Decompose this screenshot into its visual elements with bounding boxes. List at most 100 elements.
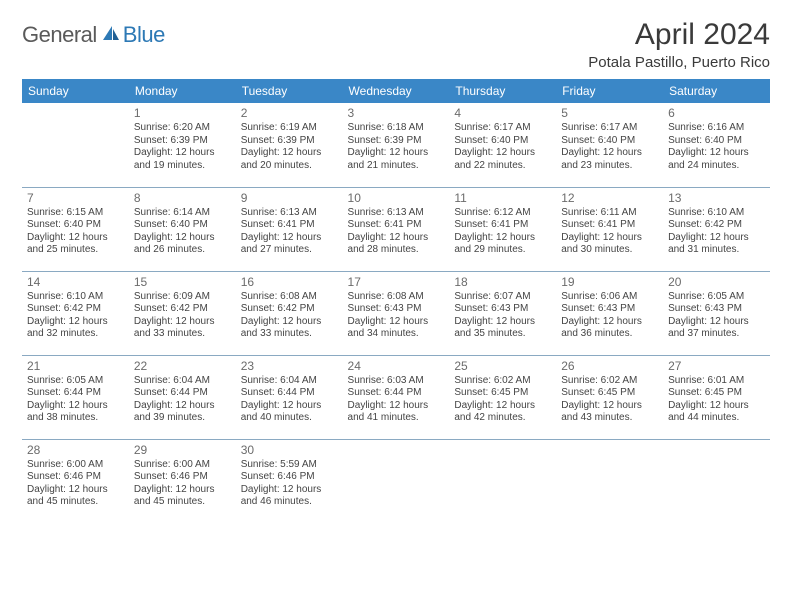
cell-line: Sunset: 6:42 PM [668,219,765,232]
cell-line: Sunset: 6:43 PM [561,303,658,316]
day-header: Monday [129,79,236,103]
cell-line: Daylight: 12 hours [134,316,231,329]
calendar-cell [22,103,129,187]
cell-line: Daylight: 12 hours [668,232,765,245]
cell-line: Sunset: 6:42 PM [241,303,338,316]
cell-line: Sunset: 6:39 PM [241,135,338,148]
calendar-cell [449,439,556,523]
calendar-cell: 6Sunrise: 6:16 AMSunset: 6:40 PMDaylight… [663,103,770,187]
cell-line: Sunset: 6:40 PM [454,135,551,148]
cell-line: and 33 minutes. [241,328,338,341]
cell-line: Sunrise: 6:00 AM [134,459,231,472]
cell-line: Sunrise: 6:08 AM [348,291,445,304]
day-number: 8 [134,191,231,206]
calendar-cell: 4Sunrise: 6:17 AMSunset: 6:40 PMDaylight… [449,103,556,187]
cell-line: Sunrise: 6:20 AM [134,122,231,135]
cell-line: Daylight: 12 hours [241,316,338,329]
cell-line: Sunrise: 6:07 AM [454,291,551,304]
day-number: 9 [241,191,338,206]
cell-line: Sunrise: 6:03 AM [348,375,445,388]
title-block: April 2024 Potala Pastillo, Puerto Rico [588,18,770,71]
calendar-cell: 13Sunrise: 6:10 AMSunset: 6:42 PMDayligh… [663,187,770,271]
calendar-cell: 5Sunrise: 6:17 AMSunset: 6:40 PMDaylight… [556,103,663,187]
cell-line: Sunrise: 5:59 AM [241,459,338,472]
calendar-cell: 16Sunrise: 6:08 AMSunset: 6:42 PMDayligh… [236,271,343,355]
cell-line: Sunset: 6:46 PM [134,471,231,484]
cell-line: and 34 minutes. [348,328,445,341]
cell-line: Sunrise: 6:19 AM [241,122,338,135]
cell-line: and 30 minutes. [561,244,658,257]
calendar-cell: 1Sunrise: 6:20 AMSunset: 6:39 PMDaylight… [129,103,236,187]
cell-line: Daylight: 12 hours [241,147,338,160]
cell-line: and 35 minutes. [454,328,551,341]
day-number: 13 [668,191,765,206]
calendar-week-row: 21Sunrise: 6:05 AMSunset: 6:44 PMDayligh… [22,355,770,439]
day-number: 11 [454,191,551,206]
calendar-cell: 15Sunrise: 6:09 AMSunset: 6:42 PMDayligh… [129,271,236,355]
day-number: 12 [561,191,658,206]
cell-line: and 24 minutes. [668,160,765,173]
day-number: 22 [134,359,231,374]
cell-line: and 27 minutes. [241,244,338,257]
cell-line: Daylight: 12 hours [561,147,658,160]
calendar-cell: 22Sunrise: 6:04 AMSunset: 6:44 PMDayligh… [129,355,236,439]
cell-line: Sunset: 6:39 PM [134,135,231,148]
calendar-cell: 10Sunrise: 6:13 AMSunset: 6:41 PMDayligh… [343,187,450,271]
calendar-cell: 14Sunrise: 6:10 AMSunset: 6:42 PMDayligh… [22,271,129,355]
calendar-cell: 11Sunrise: 6:12 AMSunset: 6:41 PMDayligh… [449,187,556,271]
cell-line: Sunset: 6:46 PM [241,471,338,484]
cell-line: and 31 minutes. [668,244,765,257]
cell-line: Daylight: 12 hours [134,484,231,497]
cell-line: and 36 minutes. [561,328,658,341]
calendar-cell: 30Sunrise: 5:59 AMSunset: 6:46 PMDayligh… [236,439,343,523]
cell-line: and 44 minutes. [668,412,765,425]
cell-line: and 45 minutes. [27,496,124,509]
day-number: 29 [134,443,231,458]
calendar-week-row: 1Sunrise: 6:20 AMSunset: 6:39 PMDaylight… [22,103,770,187]
cell-line: Sunset: 6:43 PM [454,303,551,316]
cell-line: Sunrise: 6:16 AM [668,122,765,135]
calendar-cell: 26Sunrise: 6:02 AMSunset: 6:45 PMDayligh… [556,355,663,439]
header: General Blue April 2024 Potala Pastillo,… [22,18,770,71]
cell-line: Daylight: 12 hours [454,232,551,245]
cell-line: Sunrise: 6:09 AM [134,291,231,304]
day-number: 23 [241,359,338,374]
cell-line: and 45 minutes. [134,496,231,509]
calendar-cell: 7Sunrise: 6:15 AMSunset: 6:40 PMDaylight… [22,187,129,271]
cell-line: Daylight: 12 hours [348,232,445,245]
cell-line: Sunrise: 6:02 AM [561,375,658,388]
day-number: 19 [561,275,658,290]
day-number: 17 [348,275,445,290]
cell-line: Daylight: 12 hours [454,400,551,413]
cell-line: Daylight: 12 hours [348,316,445,329]
day-number: 25 [454,359,551,374]
cell-line: Sunset: 6:39 PM [348,135,445,148]
day-header: Thursday [449,79,556,103]
calendar-cell: 3Sunrise: 6:18 AMSunset: 6:39 PMDaylight… [343,103,450,187]
cell-line: Daylight: 12 hours [27,400,124,413]
day-number: 18 [454,275,551,290]
cell-line: Sunrise: 6:01 AM [668,375,765,388]
day-number: 7 [27,191,124,206]
cell-line: Daylight: 12 hours [561,232,658,245]
cell-line: Daylight: 12 hours [241,400,338,413]
cell-line: and 32 minutes. [27,328,124,341]
day-number: 4 [454,106,551,121]
cell-line: Sunrise: 6:13 AM [348,207,445,220]
calendar-cell: 29Sunrise: 6:00 AMSunset: 6:46 PMDayligh… [129,439,236,523]
cell-line: Daylight: 12 hours [27,316,124,329]
day-number: 27 [668,359,765,374]
day-number: 1 [134,106,231,121]
cell-line: and 40 minutes. [241,412,338,425]
cell-line: and 28 minutes. [348,244,445,257]
cell-line: and 23 minutes. [561,160,658,173]
day-number: 6 [668,106,765,121]
calendar-cell [663,439,770,523]
day-number: 28 [27,443,124,458]
cell-line: Sunrise: 6:05 AM [668,291,765,304]
day-number: 26 [561,359,658,374]
calendar-week-row: 14Sunrise: 6:10 AMSunset: 6:42 PMDayligh… [22,271,770,355]
calendar-cell: 8Sunrise: 6:14 AMSunset: 6:40 PMDaylight… [129,187,236,271]
cell-line: Sunset: 6:40 PM [134,219,231,232]
day-number: 24 [348,359,445,374]
